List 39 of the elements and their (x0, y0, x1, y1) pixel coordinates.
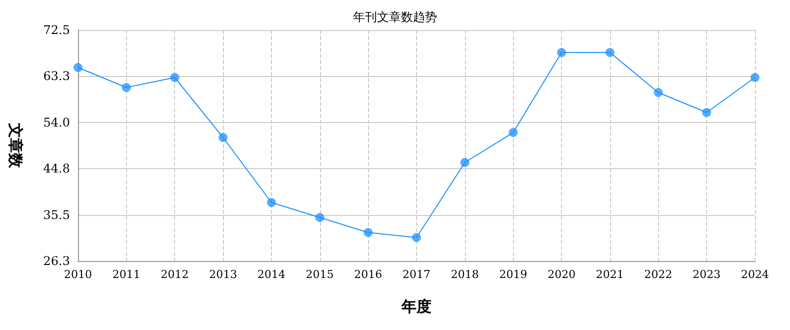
y-tick-label: 72.5 (43, 23, 70, 37)
x-tick-label: 2016 (354, 268, 382, 281)
x-axis-title: 年度 (400, 298, 432, 316)
point (412, 233, 421, 242)
point (122, 83, 131, 92)
point (508, 128, 518, 137)
y-tick-label: 63.3 (43, 69, 70, 84)
x-tick-label: 2017 (402, 268, 430, 281)
point (170, 73, 180, 82)
x-tick-label: 2022 (644, 268, 672, 281)
x-tick-label: 2010 (64, 268, 92, 281)
y-tick-label: 26.3 (43, 254, 70, 268)
x-tick-label: 2020 (548, 268, 576, 281)
point (557, 48, 566, 57)
y-tick-label: 54.0 (43, 115, 70, 130)
point (460, 158, 470, 167)
point (74, 63, 82, 72)
point (605, 48, 614, 57)
x-tick-label: 2011 (112, 268, 140, 281)
x-tick-label: 2018 (450, 268, 479, 281)
point (315, 213, 324, 222)
y-tick-label: 44.8 (43, 162, 70, 176)
x-tick-label: 2013 (209, 268, 238, 281)
point (750, 73, 760, 82)
y-axis-title: 文章数 (6, 122, 24, 169)
y-tick-label: 35.5 (43, 208, 70, 222)
point (364, 228, 373, 237)
point (218, 133, 228, 142)
x-tick-label: 2021 (596, 268, 624, 281)
x-tick-label: 2014 (257, 268, 286, 281)
point (702, 108, 712, 117)
x-tick-label: 2012 (160, 268, 189, 281)
x-tick-label: 2023 (692, 268, 721, 281)
x-tick-label: 2024 (741, 268, 769, 281)
x-tick-label: 2015 (306, 268, 334, 281)
point (654, 88, 663, 97)
chart-title: 年刊文章数趋势 (353, 10, 437, 24)
point (266, 198, 276, 207)
x-tick-label: 2019 (499, 268, 528, 281)
